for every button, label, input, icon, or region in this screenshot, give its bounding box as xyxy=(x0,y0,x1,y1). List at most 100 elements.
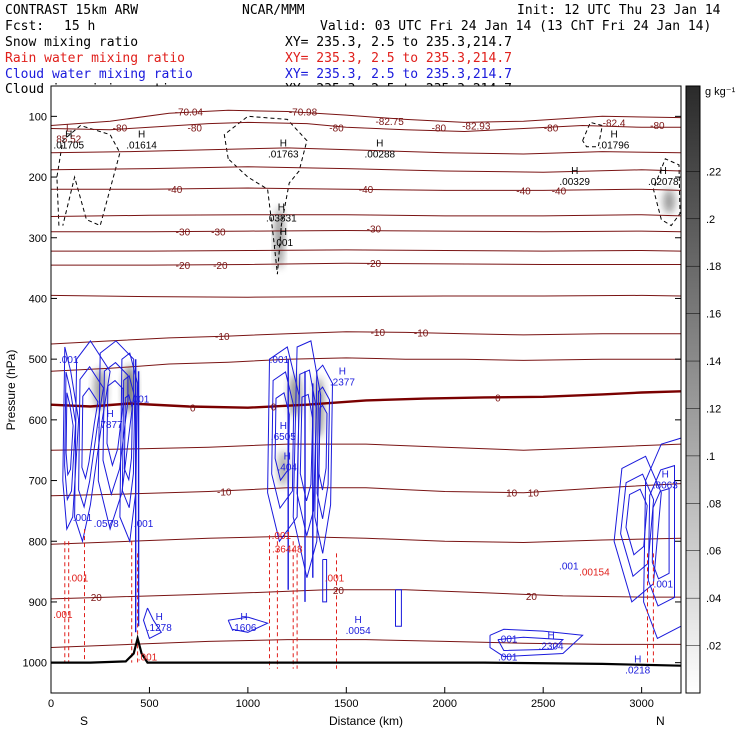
temp-contour--40 xyxy=(51,187,682,191)
extremum-value-6: .00329 xyxy=(559,177,590,188)
temp-label--40-0: -40 xyxy=(168,185,183,196)
cloud-cell-0-inner-0 xyxy=(64,371,77,502)
extremum-kind-14: H xyxy=(662,470,669,481)
cloud-cell-5 xyxy=(292,340,322,578)
extremum-kind-11: H xyxy=(106,409,113,420)
extremum-value-19: .0218 xyxy=(625,666,650,677)
temp-label-0-0: 0 xyxy=(190,404,196,415)
temp-label--10-0: -10 xyxy=(215,332,230,343)
extremum-19: H.0218 xyxy=(625,655,650,677)
cloud-cell-1 xyxy=(74,340,111,544)
south-label: S xyxy=(80,714,88,728)
extremum-kind-19: H xyxy=(634,655,641,666)
extremum-value-4: .00288 xyxy=(364,150,395,161)
extremum-10: H.2377 xyxy=(330,366,355,388)
temp-label--80-0: -80 xyxy=(113,123,128,134)
cloud-lowcell-3 xyxy=(497,636,565,652)
temp-contour--5 xyxy=(50,357,681,372)
legend-cloud-name: Cloud water mixing ratio xyxy=(5,67,193,82)
extremum-kind-7: H xyxy=(660,166,667,177)
x-tick-label-3000: 3000 xyxy=(629,698,653,710)
contour-label-12: .001 xyxy=(138,653,158,664)
contour-label-6: .001 xyxy=(559,562,579,573)
contour-label-10: .001 xyxy=(69,574,89,585)
y-tick-label-600: 600 xyxy=(29,415,47,427)
colorbar-unit: g kg⁻¹ xyxy=(705,86,736,98)
legend-cloud-xy: XY= 235.3, 2.5 to 235.3,214.7 xyxy=(285,67,512,82)
cloud-cell-8-inner-0 xyxy=(647,464,675,607)
cloud-cell-2-inner-0 xyxy=(102,361,129,497)
plot-background xyxy=(51,86,681,693)
temp-label--10-2: -10 xyxy=(414,328,429,339)
init-time: Init: 12 UTC Thu 23 Jan 14 xyxy=(517,3,721,18)
extremum-kind-5: H xyxy=(610,130,617,141)
extremum-9: H.001 xyxy=(274,227,294,249)
contour-label-8: .001 xyxy=(498,634,518,645)
temp-label--40-2: -40 xyxy=(516,186,531,197)
extremum-kind-9: H xyxy=(280,227,287,238)
extremum-kind-4: H xyxy=(376,139,383,150)
cloud-cell-2 xyxy=(97,340,135,531)
colorbar-tick-label-3: .08 xyxy=(706,498,721,510)
ice-contour-1 xyxy=(223,115,308,275)
chart-title: CONTRAST 15km ARW xyxy=(5,3,138,18)
extremum-17: H.0054 xyxy=(346,615,371,637)
extremum-16: H.1606 xyxy=(231,612,256,634)
temp-contour--35 xyxy=(50,214,682,217)
extremum-kind-13: H xyxy=(284,451,291,462)
temp-contour--30 xyxy=(51,229,682,233)
y-axis-label: Pressure (hPa) xyxy=(4,350,18,431)
extremum-kind-0: L xyxy=(66,124,72,135)
extremum-13: H.404 xyxy=(278,451,298,473)
legend-rain-name: Rain water mixing ratio xyxy=(5,51,185,66)
extremum-3: H.01763 xyxy=(268,139,299,161)
contour-label-14: .36448 xyxy=(272,545,303,556)
cloud-cell-6 xyxy=(314,364,334,554)
extremum-value-16: .1606 xyxy=(231,623,256,634)
snow-shade-5 xyxy=(663,189,676,214)
extremum-4: H.00288 xyxy=(364,139,395,161)
cloud-cell-1-inner-0 xyxy=(78,365,104,509)
cloud-cell-0 xyxy=(62,346,80,531)
cloud-lowcell-5 xyxy=(322,559,328,603)
contour-label-7: .001 xyxy=(654,580,674,591)
temp-contour-15 xyxy=(50,535,682,545)
y-tick-label-700: 700 xyxy=(29,476,47,488)
y-tick-label-900: 900 xyxy=(29,597,47,609)
colorbar-tick-label-8: .18 xyxy=(706,261,721,273)
extremum-kind-15: H xyxy=(156,612,163,623)
cloud-cell-6-inner-1 xyxy=(318,404,328,491)
cloud-cell-3-inner-0 xyxy=(121,375,136,508)
temp-label--70-0: -70.04 xyxy=(175,107,204,118)
north-label: N xyxy=(656,714,665,728)
contour-label-4: .001 xyxy=(134,519,154,530)
x-tick-label-0: 0 xyxy=(48,698,54,710)
extremum-1: H.01705 xyxy=(53,130,84,152)
extremum-kind-3: H xyxy=(280,139,287,150)
extremum-value-17: .0054 xyxy=(346,626,371,637)
cloud-cell-0-inner-1 xyxy=(65,392,74,477)
extremum-value-0: 85.52 xyxy=(56,135,81,146)
extremum-kind-10: H xyxy=(339,366,346,377)
temp-label--40-1: -40 xyxy=(359,185,374,196)
y-tick-label-1000: 1000 xyxy=(23,658,47,670)
colorbar-tick-label-7: .16 xyxy=(706,309,721,321)
y-tick-label-400: 400 xyxy=(29,293,47,305)
contour-label-1: .001 xyxy=(130,395,150,406)
extremum-value-2: .01614 xyxy=(126,141,157,152)
temp-contour--15 xyxy=(50,294,682,298)
contour-label-11: .001 xyxy=(53,610,73,621)
temp-label-10-0: -10 xyxy=(217,487,232,498)
y-tick-label-500: 500 xyxy=(29,354,47,366)
extremum-14: H.8063 xyxy=(653,470,678,492)
temp-contour--50 xyxy=(50,166,682,173)
fcst-value: 15 h xyxy=(64,19,95,34)
terrain xyxy=(51,634,682,667)
extremum-15: H.1278 xyxy=(147,612,172,634)
y-tick-label-100: 100 xyxy=(29,111,47,123)
cloud-lowcell-4 xyxy=(395,589,402,627)
temp-label--20-2: -20 xyxy=(367,259,382,270)
contour-label-16: .00154 xyxy=(579,568,610,579)
colorbar-tick-label-4: .1 xyxy=(706,451,715,463)
